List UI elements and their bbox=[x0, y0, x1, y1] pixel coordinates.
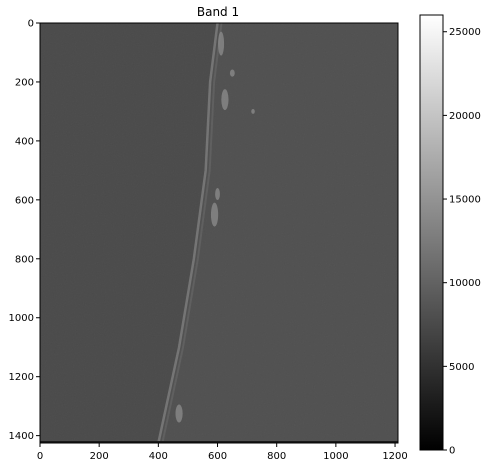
image-bottom-edge bbox=[40, 441, 398, 443]
colorbar-tick-label: 25000 bbox=[449, 27, 481, 38]
x-tick-label: 800 bbox=[267, 451, 286, 462]
colorbar-tick-label: 15000 bbox=[449, 195, 481, 206]
heatmap-image bbox=[40, 22, 398, 444]
colorbar-frame bbox=[419, 14, 444, 451]
colorbar-tick-label: 5000 bbox=[449, 362, 474, 373]
image-texture bbox=[40, 23, 398, 443]
y-tick-label: 1400 bbox=[9, 431, 34, 442]
chart-title: Band 1 bbox=[197, 5, 239, 19]
x-tick-label: 200 bbox=[90, 451, 109, 462]
x-tick-label: 600 bbox=[208, 451, 227, 462]
plot-axes: 0 200 400 600 800 1000 1200 0 200 400 600 800 1000 12… bbox=[9, 19, 408, 463]
axes-frame bbox=[39, 22, 399, 444]
colorbar-tick-label: 0 bbox=[449, 446, 455, 457]
colorbar-tick-label: 10000 bbox=[449, 278, 481, 289]
y-tick-label: 400 bbox=[15, 136, 34, 147]
x-tick-label: 400 bbox=[149, 451, 168, 462]
y-tick-label: 600 bbox=[15, 195, 34, 206]
y-tick-label: 0 bbox=[28, 19, 34, 30]
y-tick-label: 800 bbox=[15, 254, 34, 265]
x-tick-label: 1200 bbox=[382, 451, 407, 462]
x-tick-label: 0 bbox=[37, 451, 43, 462]
y-tick-label: 1000 bbox=[9, 313, 34, 324]
y-tick-label: 200 bbox=[15, 77, 34, 88]
colorbar: 0 5000 10000 15000 20000 25000 bbox=[419, 14, 481, 457]
colorbar-tick-label: 20000 bbox=[449, 111, 481, 122]
y-tick-label: 1200 bbox=[9, 372, 34, 383]
colorbar-gradient bbox=[420, 15, 443, 450]
x-tick-label: 1000 bbox=[323, 451, 348, 462]
